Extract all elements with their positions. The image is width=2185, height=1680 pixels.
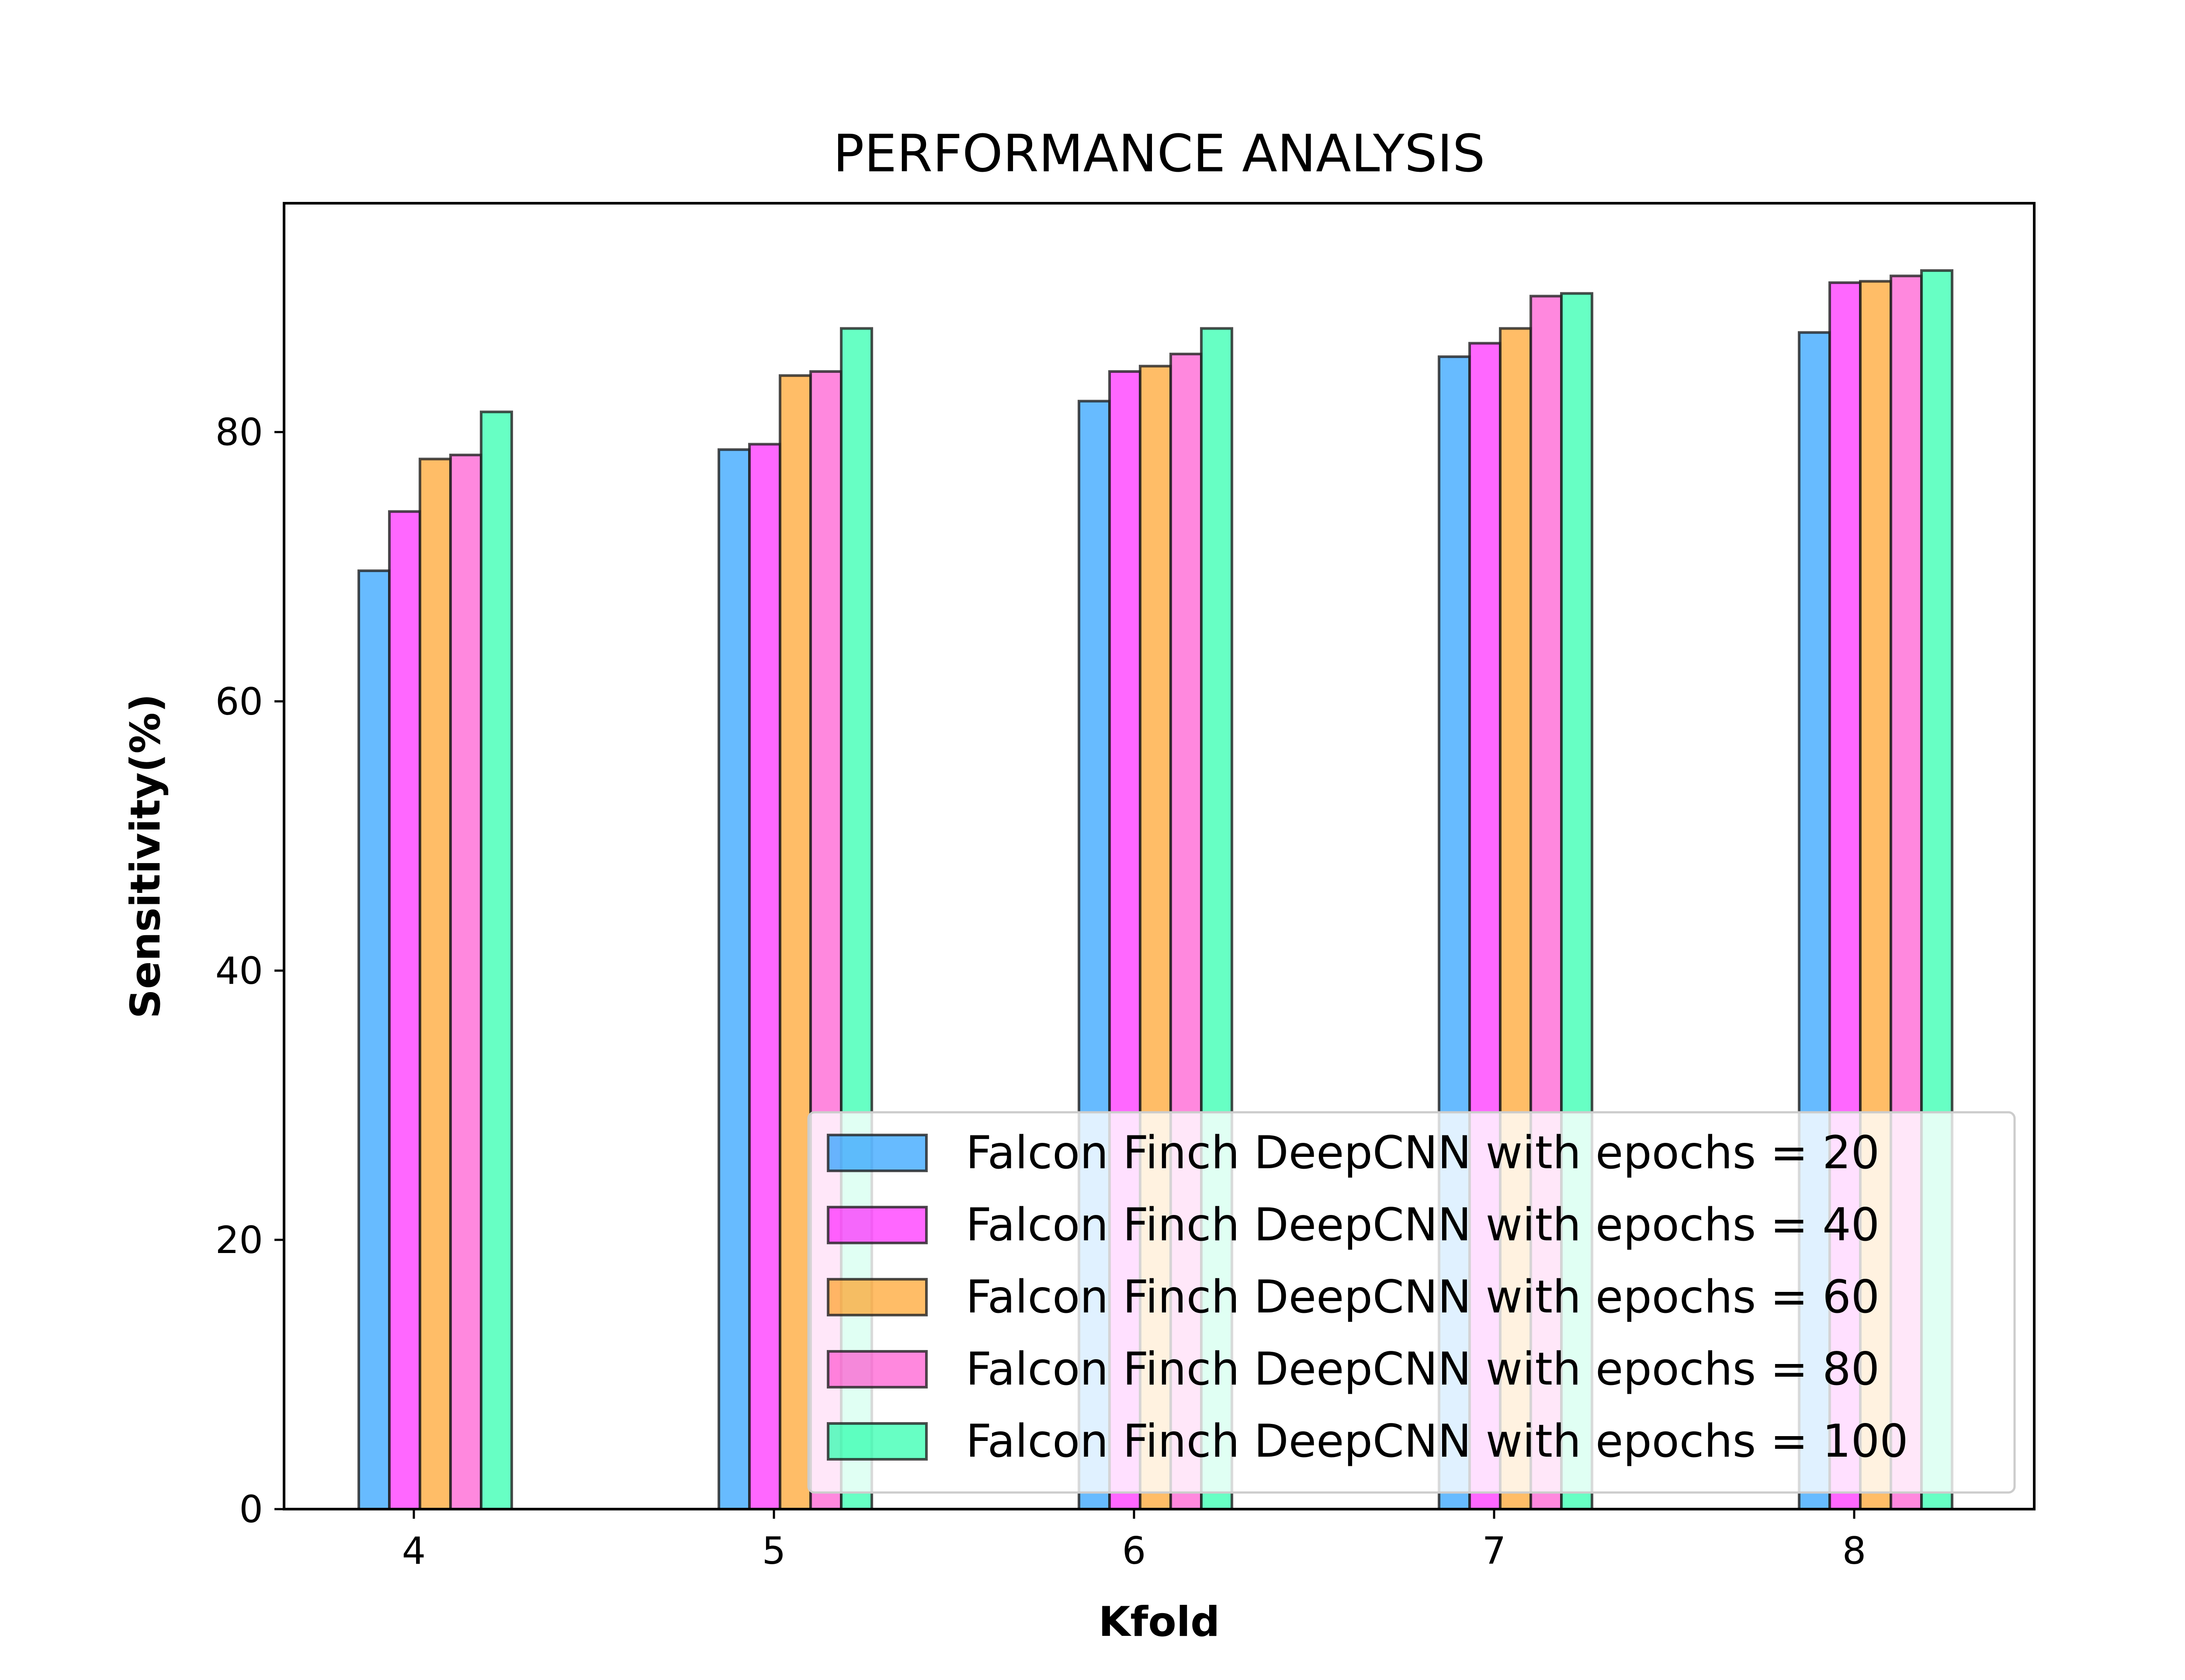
- plot-frame: [283, 202, 2036, 1510]
- bar-k4-series-3: [419, 458, 452, 1510]
- legend-label-4: Falcon Finch DeepCNN with epochs = 80: [966, 1343, 1880, 1395]
- x-tick-label-7: 7: [1482, 1529, 1506, 1573]
- bar-k4-series-1: [357, 569, 391, 1510]
- legend-swatch-5: [827, 1422, 928, 1461]
- legend-swatch-2: [827, 1206, 928, 1244]
- legend-label-5: Falcon Finch DeepCNN with epochs = 100: [966, 1415, 1908, 1468]
- bar-k5-series-2: [748, 443, 781, 1510]
- bar-k4-series-2: [388, 510, 421, 1510]
- legend-swatch-1: [827, 1134, 928, 1172]
- y-tick-label-60: 60: [215, 680, 263, 724]
- y-axis-title: Sensitivity(%): [122, 694, 170, 1019]
- x-axis-title: Kfold: [1099, 1598, 1220, 1646]
- x-axis: 4 5 6 7 8: [402, 1509, 1866, 1573]
- bar-k4-series-4: [449, 454, 482, 1510]
- legend-swatch-3: [827, 1278, 928, 1316]
- y-tick-label-20: 20: [215, 1218, 263, 1262]
- bar-k5-series-1: [718, 448, 751, 1510]
- legend: Falcon Finch DeepCNN with epochs = 20 Fal…: [807, 1111, 2016, 1494]
- y-tick-label-80: 80: [215, 411, 263, 455]
- chart-title: PERFORMANCE ANALYSIS: [833, 123, 1485, 184]
- x-tick-label-8: 8: [1842, 1529, 1866, 1573]
- x-tick-label-6: 6: [1122, 1529, 1146, 1573]
- legend-label-1: Falcon Finch DeepCNN with epochs = 20: [966, 1127, 1880, 1179]
- x-tick-label-4: 4: [402, 1529, 426, 1573]
- y-tick-label-40: 40: [215, 949, 263, 993]
- legend-swatch-4: [827, 1350, 928, 1388]
- x-tick-label-5: 5: [762, 1529, 786, 1573]
- bar-k4-series-5: [480, 410, 513, 1511]
- legend-label-3: Falcon Finch DeepCNN with epochs = 60: [966, 1271, 1880, 1323]
- legend-label-2: Falcon Finch DeepCNN with epochs = 40: [966, 1199, 1880, 1251]
- bar-k5-series-3: [779, 374, 812, 1511]
- legend-box: [807, 1111, 2016, 1494]
- y-axis: 0 20 40 60 80: [215, 411, 284, 1531]
- y-tick-label-0: 0: [239, 1488, 263, 1531]
